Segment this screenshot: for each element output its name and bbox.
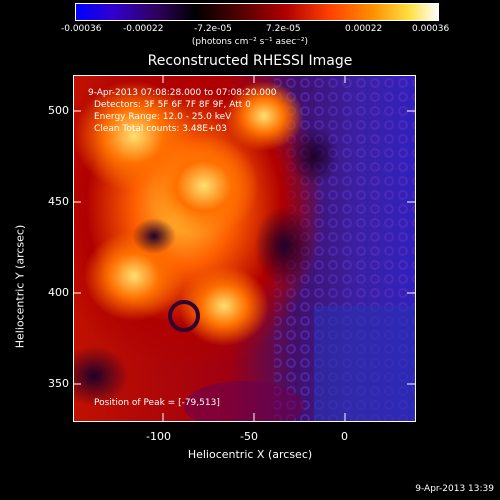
colorbar-tick-label: -0.00036: [61, 24, 102, 34]
energy-range-text: Energy Range: 12.0 - 25.0 keV: [94, 112, 232, 122]
y-tick-label: 450: [48, 195, 69, 208]
colorbar-gradient: [76, 4, 438, 20]
plot-title: Reconstructed RHESSI Image: [147, 53, 353, 69]
image-plot-area: 9-Apr-2013 07:08:28.000 to 07:08:20.000 …: [73, 75, 416, 422]
detectors-text: Detectors: 3F 5F 6F 7F 8F 9F, Att 0: [94, 100, 251, 110]
y-tick-label: 350: [48, 377, 69, 390]
x-axis-label: Heliocentric X (arcsec): [187, 448, 313, 461]
colorbar-units-label: (photons cm⁻² s⁻¹ asec⁻²): [191, 37, 309, 47]
peak-position-text: Position of Peak = [-79,513]: [94, 398, 220, 408]
y-tick-label: 500: [48, 104, 69, 117]
x-tick-label: -100: [146, 430, 171, 443]
time-range-text: 9-Apr-2013 07:08:28.000 to 07:08:20.000: [88, 88, 277, 98]
rhessi-image: [74, 76, 415, 421]
colorbar-tick-label: 0.00022: [345, 24, 383, 34]
x-tick-label: 0: [341, 430, 348, 443]
clean-total-counts-text: Clean Total counts: 3.48E+03: [94, 124, 227, 134]
timestamp: 9-Apr-2013 13:39: [415, 484, 494, 494]
colorbar-tick-label: -0.00022: [123, 24, 164, 34]
x-tick-label: -50: [240, 430, 258, 443]
colorbar-tick-label: 7.2e-05: [266, 24, 301, 34]
y-tick-label: 400: [48, 286, 69, 299]
colorbar-tick-label: -7.2e-05: [194, 24, 232, 34]
colorbar-tick-label: 0.00036: [412, 24, 450, 34]
y-axis-label: Heliocentric Y (arcsec): [13, 224, 27, 349]
colorbar: [75, 3, 439, 21]
